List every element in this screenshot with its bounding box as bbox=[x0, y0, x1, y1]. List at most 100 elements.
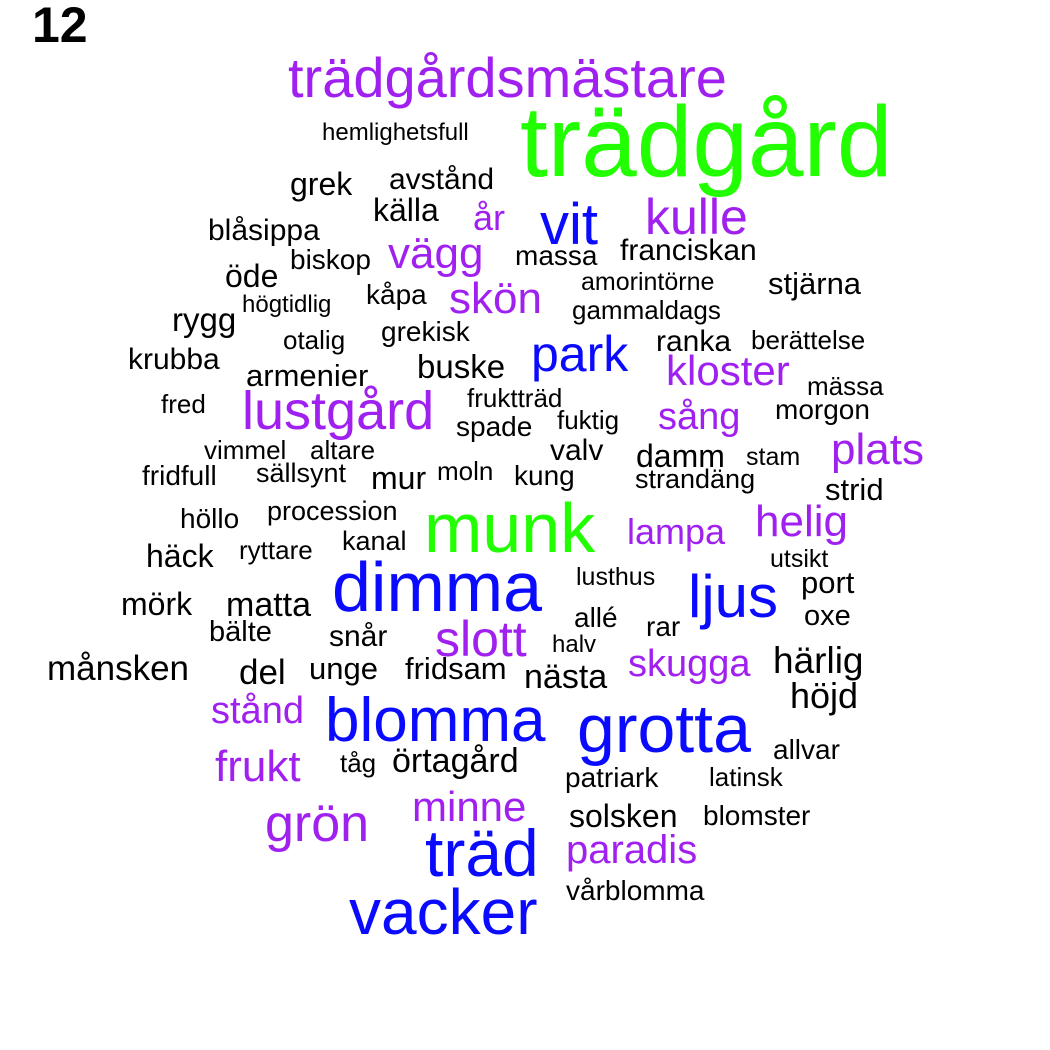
word-24: ranka bbox=[656, 325, 732, 358]
word-74: månsken bbox=[47, 649, 190, 688]
word-71: snår bbox=[329, 620, 388, 653]
word-7: vit bbox=[540, 192, 598, 257]
figure-label: 12 bbox=[32, 0, 88, 53]
word-28: buske bbox=[417, 348, 506, 385]
word-29: kloster bbox=[666, 347, 790, 394]
word-73: halv bbox=[552, 631, 597, 658]
word-54: procession bbox=[267, 496, 398, 526]
word-36: sång bbox=[658, 396, 741, 438]
word-89: patriark bbox=[565, 762, 659, 793]
word-46: sällsynt bbox=[256, 458, 347, 488]
word-6: år bbox=[473, 197, 506, 238]
word-21: rygg bbox=[172, 301, 237, 338]
word-35: morgon bbox=[775, 394, 870, 425]
word-85: allvar bbox=[773, 734, 840, 765]
word-78: nästa bbox=[524, 658, 608, 696]
word-3: grek bbox=[290, 166, 353, 202]
word-83: blomma bbox=[325, 686, 546, 755]
word-66: matta bbox=[226, 586, 312, 624]
word-42: valv bbox=[550, 434, 604, 467]
word-77: fridsam bbox=[405, 651, 507, 686]
word-8: kulle bbox=[645, 189, 748, 245]
word-90: latinsk bbox=[709, 762, 783, 792]
word-43: damm bbox=[636, 438, 725, 474]
word-31: mässa bbox=[807, 371, 884, 401]
word-14: biskop bbox=[290, 244, 371, 275]
word-16: stjärna bbox=[768, 266, 862, 301]
word-98: vacker bbox=[349, 876, 538, 948]
word-19: högtidlig bbox=[242, 291, 332, 318]
word-25: berättelse bbox=[751, 325, 866, 355]
word-59: kanal bbox=[342, 526, 407, 556]
word-10: vägg bbox=[388, 229, 484, 278]
word-64: port bbox=[801, 565, 855, 600]
word-23: otalig bbox=[283, 325, 346, 355]
word-39: plats bbox=[831, 425, 924, 474]
word-69: rar bbox=[646, 611, 681, 642]
word-52: munk bbox=[424, 489, 596, 567]
word-26: park bbox=[531, 326, 629, 382]
word-56: lampa bbox=[627, 511, 726, 552]
word-40: vimmel bbox=[204, 435, 287, 465]
word-76: unge bbox=[309, 651, 378, 686]
word-1: trädgårdsmästare bbox=[288, 46, 727, 109]
word-33: lustgård bbox=[242, 381, 435, 441]
word-0: trädgård bbox=[520, 86, 893, 198]
word-32: fred bbox=[161, 389, 206, 419]
word-38: spade bbox=[456, 411, 533, 442]
word-11: massa bbox=[515, 240, 598, 271]
word-94: blomster bbox=[703, 800, 811, 831]
word-9: blåsippa bbox=[208, 214, 320, 247]
word-95: träd bbox=[425, 816, 539, 890]
word-13: öde bbox=[225, 258, 279, 294]
word-45: fridfull bbox=[142, 460, 217, 491]
word-27: krubba bbox=[128, 343, 220, 376]
word-97: vårblomma bbox=[566, 875, 705, 906]
word-65: mörk bbox=[121, 586, 193, 622]
word-44: stam bbox=[746, 443, 801, 471]
word-72: slott bbox=[435, 611, 527, 667]
word-91: minne bbox=[412, 783, 527, 830]
word-53: höllo bbox=[180, 503, 240, 534]
word-37: fuktig bbox=[557, 405, 620, 435]
word-47: mur bbox=[371, 460, 427, 496]
word-22: grekisk bbox=[381, 316, 470, 347]
word-5: källa bbox=[373, 192, 439, 228]
word-48: moln bbox=[437, 456, 494, 486]
word-41: altare bbox=[310, 435, 376, 465]
word-67: oxe bbox=[804, 600, 851, 632]
word-80: härlig bbox=[773, 640, 864, 681]
word-4: avstånd bbox=[389, 163, 495, 196]
word-57: häck bbox=[146, 538, 214, 574]
word-34: fruktträd bbox=[467, 383, 563, 413]
word-63: ljus bbox=[688, 563, 779, 630]
word-55: helig bbox=[755, 497, 848, 546]
word-18: skön bbox=[449, 274, 542, 323]
word-79: skugga bbox=[628, 643, 751, 685]
word-93: solsken bbox=[569, 798, 678, 834]
word-92: grön bbox=[265, 795, 370, 853]
word-81: höjd bbox=[790, 675, 859, 716]
word-60: utsikt bbox=[770, 545, 829, 573]
word-2: hemlighetsfull bbox=[322, 119, 469, 146]
word-96: paradis bbox=[566, 828, 698, 872]
word-87: tåg bbox=[340, 748, 377, 778]
word-68: allé bbox=[574, 602, 618, 633]
word-61: dimma bbox=[332, 548, 543, 626]
word-62: lusthus bbox=[576, 563, 656, 591]
word-20: gammaldags bbox=[572, 295, 721, 325]
word-30: armenier bbox=[246, 358, 369, 393]
word-82: stånd bbox=[211, 690, 304, 732]
word-12: franciskan bbox=[620, 234, 757, 267]
word-17: kåpa bbox=[366, 279, 427, 310]
word-86: frukt bbox=[215, 742, 301, 791]
word-88: örtagård bbox=[392, 742, 519, 780]
word-70: bälte bbox=[209, 616, 272, 648]
word-15: amorintörne bbox=[581, 268, 715, 296]
word-84: grotta bbox=[577, 691, 751, 767]
word-51: strid bbox=[825, 472, 884, 507]
word-75: del bbox=[239, 653, 286, 692]
word-50: strandäng bbox=[635, 464, 756, 494]
word-49: kung bbox=[514, 460, 575, 491]
